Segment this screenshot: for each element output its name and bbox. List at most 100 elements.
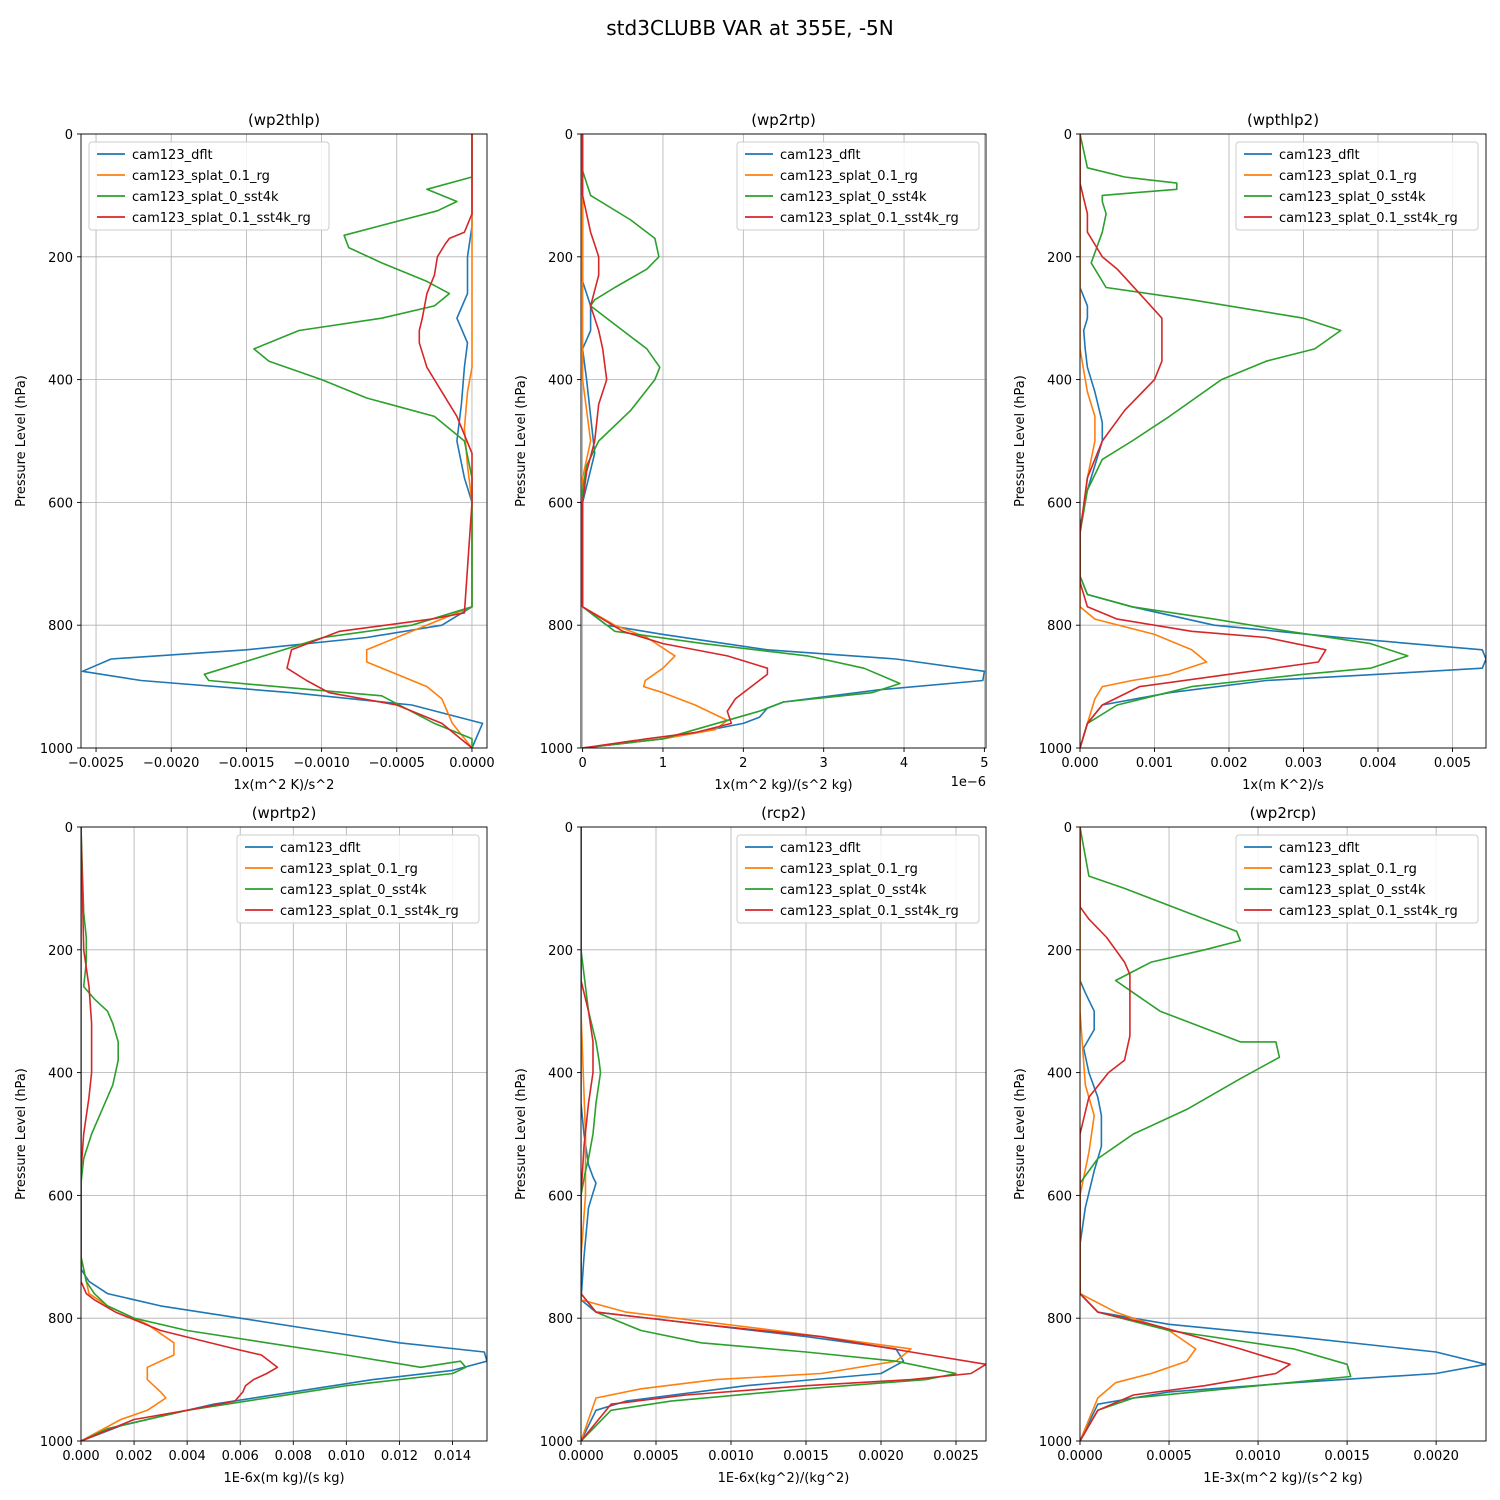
x-tick-label: 0.002: [1210, 756, 1247, 771]
panel-title: (rcp2): [761, 804, 806, 822]
panel-4: 0.000 0.002 0.004 0.006 0.008 0.010 0.012 0.014…: [14, 804, 488, 1486]
y-tick-label: 1000: [40, 742, 73, 757]
series-line-cam123_splat_0.1_sst4k_rg: [1080, 134, 1327, 748]
x-offset-text: 1e−6: [951, 775, 986, 790]
x-tick-label: 0.006: [222, 1449, 259, 1464]
x-tick-label: 0.014: [434, 1449, 471, 1464]
legend-box: [1235, 141, 1479, 231]
y-tick-label: 400: [548, 374, 573, 389]
legend-label: cam123_splat_0.1_sst4k_rg: [780, 211, 959, 226]
legend-label: cam123_splat_0.1_rg: [1279, 862, 1417, 877]
legend: cam123_dflt cam123_splat_0.1_rg cam123_spl…: [236, 834, 480, 924]
x-tick-label: 0.004: [169, 1449, 206, 1464]
y-tick-label: 800: [1047, 619, 1072, 634]
y-tick-label: 0: [565, 128, 573, 143]
y-tick-label: 1000: [540, 1435, 573, 1450]
x-axis-label: 1E-3x(m^2 kg)/(s^2 kg): [1203, 1471, 1362, 1486]
legend-label: cam123_splat_0.1_sst4k_rg: [280, 904, 459, 919]
x-tick-label: 0.001: [1136, 756, 1173, 771]
legend-label: cam123_splat_0_sst4k: [780, 190, 927, 205]
series-line-cam123_splat_0_sst4k: [581, 827, 957, 1441]
y-tick-label: 200: [548, 251, 573, 266]
x-tick-label: 0.000: [62, 1449, 99, 1464]
panel-3: 0.000 0.001 0.002 0.003 0.004 0.005 0 200 400 600…: [1013, 111, 1487, 793]
legend-label: cam123_splat_0_sst4k: [1279, 883, 1426, 898]
panel-5: 0.0000 0.0005 0.0010 0.0015 0.0020 0.0025 0 200…: [514, 804, 987, 1486]
legend-box: [736, 141, 980, 231]
y-tick-label: 600: [48, 1189, 73, 1204]
x-tick-label: −0.0025: [68, 756, 124, 771]
x-tick-label: 0.008: [275, 1449, 312, 1464]
series-line-cam123_splat_0_sst4k: [1080, 134, 1409, 748]
y-tick-label: 0: [65, 821, 73, 836]
x-tick-label: 0.0020: [1413, 1449, 1459, 1464]
panel-6: 0.0000 0.0005 0.0010 0.0015 0.0020 0 200 400 600…: [1013, 804, 1487, 1486]
x-tick-label: 0.0025: [933, 1449, 979, 1464]
y-tick-label: 800: [548, 1312, 573, 1327]
legend: cam123_dflt cam123_splat_0.1_rg cam123_spl…: [1235, 834, 1479, 924]
figure-title: std3CLUBB VAR at 355E, -5N: [606, 16, 894, 40]
legend-label: cam123_dflt: [1279, 841, 1360, 856]
x-tick-label: 0.0005: [633, 1449, 679, 1464]
axes-frame: [80, 133, 488, 749]
axes-frame: [580, 133, 987, 749]
legend-label: cam123_splat_0_sst4k: [1279, 190, 1426, 205]
series-line-cam123_dflt: [1080, 827, 1486, 1441]
legend-label: cam123_splat_0.1_rg: [1279, 169, 1417, 184]
y-tick-label: 200: [48, 251, 73, 266]
y-tick-label: 1000: [1039, 742, 1072, 757]
x-tick-label: 0.0010: [1235, 1449, 1281, 1464]
x-tick-label: 0: [578, 756, 586, 771]
legend-label: cam123_splat_0.1_sst4k_rg: [1279, 211, 1458, 226]
y-tick-label: 1000: [540, 742, 573, 757]
series-line-cam123_splat_0_sst4k: [1080, 827, 1352, 1441]
legend-label: cam123_splat_0_sst4k: [280, 883, 427, 898]
legend-label: cam123_splat_0.1_rg: [780, 862, 918, 877]
y-tick-label: 400: [548, 1067, 573, 1082]
legend-label: cam123_splat_0.1_rg: [780, 169, 918, 184]
legend-label: cam123_dflt: [132, 148, 213, 163]
x-axis-label: 1x(m K^2)/s: [1242, 778, 1324, 793]
x-tick-label: 0.010: [328, 1449, 365, 1464]
series-line-cam123_splat_0.1_rg: [1080, 827, 1197, 1441]
axes-frame: [80, 826, 488, 1442]
panel-title: (wp2thlp): [248, 111, 320, 129]
x-tick-label: 0.002: [115, 1449, 152, 1464]
x-tick-label: 0.003: [1285, 756, 1322, 771]
x-tick-label: 0.004: [1359, 756, 1396, 771]
x-tick-label: 0.0000: [449, 756, 495, 771]
x-axis-label: 1x(m^2 kg)/(s^2 kg): [714, 778, 852, 793]
x-tick-label: −0.0010: [293, 756, 349, 771]
x-tick-label: 0.0020: [858, 1449, 904, 1464]
y-tick-label: 800: [1047, 1312, 1072, 1327]
x-tick-label: −0.0015: [218, 756, 274, 771]
series-line-cam123_dflt: [581, 134, 986, 748]
x-tick-label: 0.0015: [1324, 1449, 1370, 1464]
series-line-cam123_splat_0_sst4k: [581, 134, 901, 748]
panel-title: (wp2rcp): [1250, 804, 1317, 822]
y-axis-label: Pressure Level (hPa): [514, 375, 529, 507]
y-tick-label: 200: [1047, 944, 1072, 959]
legend-box: [736, 834, 980, 924]
x-axis-label: 1E-6x(kg^2)/(kg^2): [718, 1471, 850, 1486]
y-axis-label: Pressure Level (hPa): [1013, 1068, 1028, 1200]
axes-frame: [1079, 133, 1487, 749]
y-tick-label: 1000: [1039, 1435, 1072, 1450]
x-tick-label: 0.0005: [1146, 1449, 1192, 1464]
y-tick-label: 1000: [40, 1435, 73, 1450]
series-line-cam123_splat_0.1_sst4k_rg: [81, 827, 279, 1441]
legend-label: cam123_splat_0_sst4k: [780, 883, 927, 898]
x-tick-label: 2: [739, 756, 747, 771]
panel-2: 0 1 2 3 4 5 0 200 400 600 800 1000 (wp2rtp) 1x(m^2 kg…: [514, 111, 989, 793]
series-line-cam123_splat_0.1_sst4k_rg: [1080, 827, 1291, 1441]
series-line-cam123_splat_0.1_sst4k_rg: [581, 827, 986, 1441]
series-line-cam123_splat_0.1_rg: [581, 827, 912, 1441]
series-line-cam123_splat_0.1_rg: [1080, 134, 1208, 748]
series-line-cam123_splat_0.1_sst4k_rg: [581, 134, 769, 748]
y-tick-label: 800: [548, 619, 573, 634]
y-tick-label: 600: [548, 1189, 573, 1204]
axes-frame: [1079, 826, 1487, 1442]
y-tick-label: 400: [48, 374, 73, 389]
legend-box: [88, 141, 330, 231]
